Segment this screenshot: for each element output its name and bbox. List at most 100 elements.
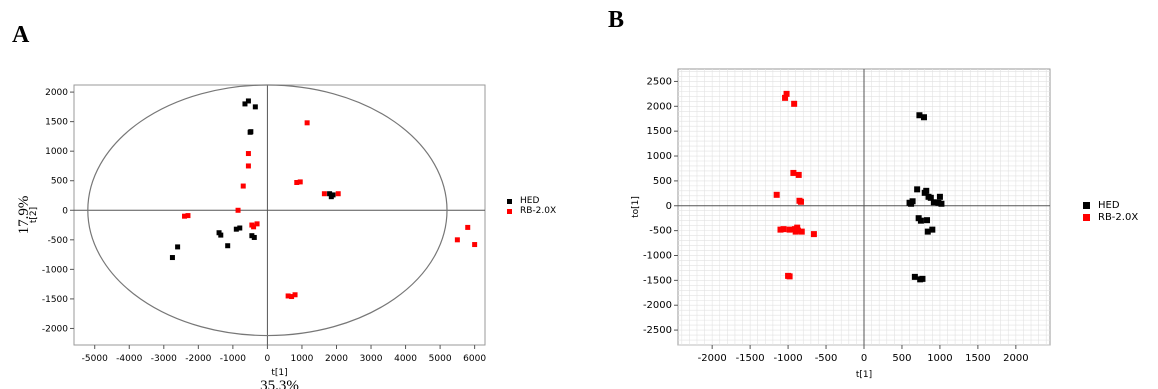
legend-label: HED: [1098, 200, 1120, 211]
data-point-rb-2-0x: [292, 292, 298, 298]
y-axis-label: to[1]: [631, 196, 641, 218]
y-tick-label: 2500: [647, 76, 672, 87]
x-tick-label: 5000: [429, 354, 452, 364]
data-point-hed: [911, 273, 918, 280]
y-tick-label: -500: [649, 226, 672, 237]
data-point-hed: [927, 194, 934, 201]
data-point-hed: [920, 114, 927, 121]
y-tick-label: 2000: [45, 88, 68, 98]
data-point-hed: [218, 232, 224, 238]
data-point-rb-2-0x: [335, 191, 341, 197]
x-tick-label: 1500: [965, 353, 990, 364]
data-point-hed: [225, 243, 231, 249]
data-point-hed: [175, 244, 181, 250]
x-tick-label: 3000: [360, 354, 383, 364]
x-tick-label: 2000: [325, 354, 348, 364]
x-tick-label: 1000: [290, 354, 313, 364]
data-point-rb-2-0x: [285, 293, 291, 299]
x-tick-label: -4000: [116, 354, 142, 364]
panel-label-b: B: [608, 7, 624, 33]
data-point-rb-2-0x: [289, 294, 295, 300]
data-point-hed: [938, 200, 945, 207]
scatter-chart-b: -2000 -1500 -1000 -500 0 500 1000 1500 2000 -2500…: [631, 68, 1138, 380]
data-point-hed: [248, 129, 254, 135]
data-point-hed: [252, 104, 258, 110]
x-tick-label: 500: [892, 353, 911, 364]
data-point-rb-2-0x: [795, 171, 802, 178]
y-tick-label: -1000: [42, 265, 68, 275]
x-tick-label: 0: [861, 353, 867, 364]
data-point-rb-2-0x: [304, 120, 310, 126]
data-point-rb-2-0x: [791, 100, 798, 107]
data-point-hed: [242, 101, 248, 107]
x-tick-label: 2000: [1003, 353, 1028, 364]
data-point-hed: [917, 217, 924, 224]
hotelling-ellipse: [87, 84, 448, 337]
data-point-hed: [914, 186, 921, 193]
y-tick-label: 0: [62, 206, 68, 216]
legend-marker: [1083, 214, 1090, 221]
x-tick-label: -2000: [185, 354, 211, 364]
y-tick-label: -1500: [42, 295, 68, 305]
x-tick-label: -5000: [82, 354, 108, 364]
data-point-rb-2-0x: [185, 213, 191, 219]
data-point-rb-2-0x: [294, 180, 300, 185]
y-tick-label: 2000: [647, 101, 672, 112]
y-tick-label: 500: [653, 176, 672, 187]
y-tick-label: 1000: [45, 147, 68, 157]
x-tick-label: -3000: [151, 354, 177, 364]
x-tick-label: -1000: [220, 354, 246, 364]
data-point-rb-2-0x: [454, 237, 460, 243]
data-point-rb-2-0x: [786, 273, 793, 280]
data-point-hed: [935, 199, 942, 206]
data-point-hed: [930, 199, 937, 206]
x-tick-label: -1500: [736, 353, 765, 364]
data-point-rb-2-0x: [780, 226, 787, 233]
data-point-rb-2-0x: [472, 242, 478, 248]
legend-marker: [1083, 202, 1090, 209]
y-tick-label: 500: [51, 177, 68, 187]
x-tick-label: 6000: [463, 354, 486, 364]
legend-label: RB-2.0X: [520, 206, 556, 216]
data-point-rb-2-0x: [297, 179, 303, 185]
data-point-rb-2-0x: [773, 191, 780, 198]
data-point-rb-2-0x: [786, 226, 793, 233]
data-point-rb-2-0x: [182, 213, 188, 219]
x-tick-label: 1000: [927, 353, 952, 364]
plot-area: [73, 84, 486, 346]
x-variance-label: 35.3%: [260, 378, 299, 389]
data-point-rb-2-0x: [245, 163, 251, 169]
data-point-rb-2-0x: [798, 228, 805, 235]
data-point-hed: [916, 112, 923, 119]
data-point-hed: [327, 191, 333, 197]
y-tick-label: -500: [48, 236, 69, 246]
legend-label: RB-2.0X: [1098, 212, 1138, 223]
y-tick-label: -2000: [42, 324, 68, 334]
data-point-hed: [923, 187, 930, 194]
data-point-rb-2-0x: [810, 231, 817, 238]
data-point-rb-2-0x: [797, 198, 804, 205]
data-point-hed: [330, 192, 336, 198]
y-tick-label: -2000: [643, 300, 672, 311]
y-tick-label: -1500: [643, 275, 672, 286]
legend-marker: [507, 209, 512, 214]
data-point-hed: [909, 198, 916, 205]
data-point-rb-2-0x: [794, 227, 801, 234]
data-point-hed: [233, 226, 239, 232]
y-tick-label: -1000: [643, 250, 672, 261]
y-tick-label: 0: [666, 201, 672, 212]
data-point-hed: [245, 98, 251, 104]
data-point-hed: [251, 234, 257, 240]
x-tick-label: 4000: [394, 354, 417, 364]
scatter-chart-a: -5000 -4000 -3000 -2000 -1000 0 1000 2000 3000 40…: [16, 84, 556, 389]
data-point-hed: [924, 228, 931, 235]
y-variance-label: 17.9%: [16, 196, 32, 235]
data-point-rb-2-0x: [251, 224, 257, 230]
data-point-rb-2-0x: [235, 207, 241, 213]
data-point-rb-2-0x: [254, 221, 260, 227]
y-tick-label: 1500: [45, 118, 68, 128]
data-point-rb-2-0x: [783, 90, 790, 97]
data-point-rb-2-0x: [245, 151, 251, 157]
y-tick-label: -2500: [643, 325, 672, 336]
x-tick-label: -2000: [698, 353, 727, 364]
